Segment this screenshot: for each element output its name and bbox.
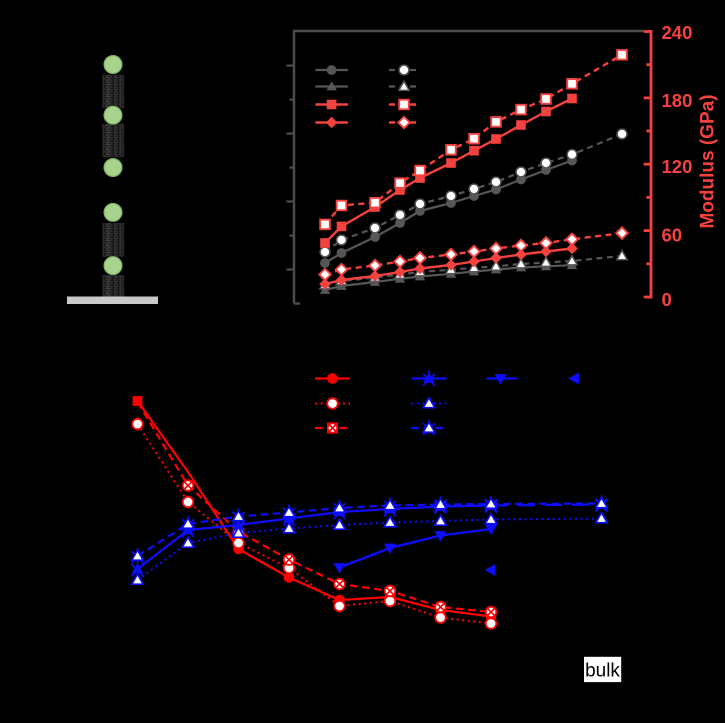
svg-text:180: 180 xyxy=(662,90,693,111)
svg-text:Modulus (GPa): Modulus (GPa) xyxy=(698,94,719,228)
svg-text:60: 60 xyxy=(662,225,683,246)
svg-text:120: 120 xyxy=(662,156,693,177)
svg-text:240: 240 xyxy=(662,22,693,43)
svg-text:bulk: bulk xyxy=(585,661,620,682)
svg-text:0: 0 xyxy=(662,289,672,310)
